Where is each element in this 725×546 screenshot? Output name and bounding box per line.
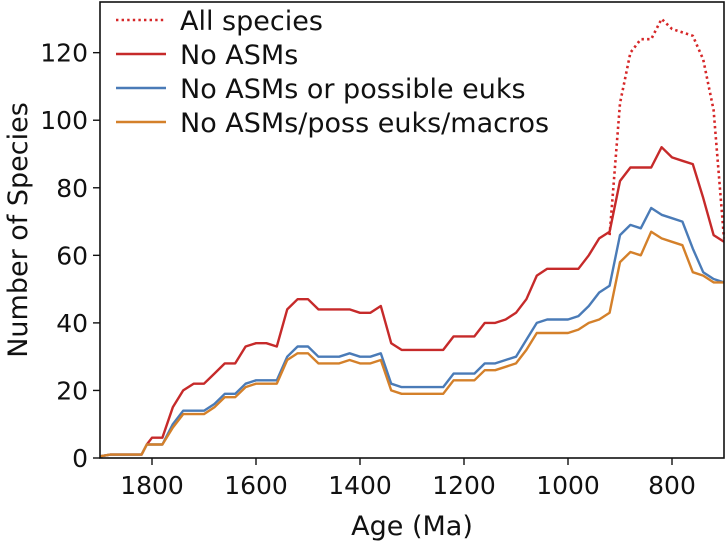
y-tick-label: 20 <box>56 376 88 405</box>
series-line-3 <box>99 206 725 458</box>
plot-frame <box>99 1 725 459</box>
series-line-2 <box>99 145 725 458</box>
legend-label: No ASMs or possible euks <box>180 74 526 105</box>
x-axis-ticks: 1800 1600 1400 1200 1000 800 <box>120 458 696 500</box>
series-line-4 <box>99 230 724 458</box>
y-tick-label: 100 <box>40 106 88 135</box>
y-tick-label: 60 <box>56 241 88 270</box>
series-line-1 <box>608 17 725 239</box>
y-tick-label: 0 <box>72 444 88 473</box>
plot-lines <box>99 17 725 458</box>
x-tick-label: 1200 <box>432 471 496 500</box>
x-tick-label: 1400 <box>328 471 392 500</box>
y-tick-label: 120 <box>40 39 88 68</box>
y-axis-ticks: 0 20 40 60 80 100 120 <box>40 39 100 473</box>
x-tick-label: 1000 <box>536 471 600 500</box>
x-tick-label: 1600 <box>224 471 288 500</box>
x-tick-label: 800 <box>648 471 696 500</box>
y-tick-label: 80 <box>56 174 88 203</box>
y-axis-label: Number of Species <box>3 102 34 358</box>
legend-label: No ASMs/poss euks/macros <box>180 108 549 139</box>
legend-label: All species <box>180 6 323 37</box>
y-tick-label: 40 <box>56 309 88 338</box>
x-axis-label: Age (Ma) <box>351 511 473 542</box>
x-tick-label: 1800 <box>120 471 184 500</box>
legend-label: No ASMs <box>180 40 298 71</box>
